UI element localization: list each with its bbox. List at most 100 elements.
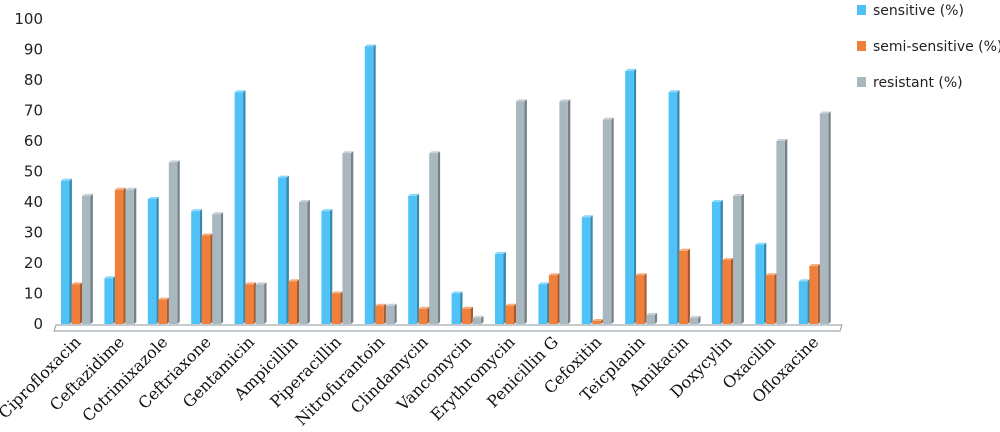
bar-top (71, 282, 83, 285)
chart-floor-base (53, 324, 843, 332)
bar-side (394, 303, 397, 324)
bar-side (166, 297, 170, 324)
bar-side (297, 279, 300, 324)
bar-front (418, 308, 428, 324)
bar (712, 200, 723, 324)
bar (82, 193, 93, 324)
y-tick-label: 20 (24, 254, 43, 272)
bar-top (342, 151, 354, 154)
bar-top (559, 99, 571, 102)
bar (462, 306, 473, 324)
bar-side (69, 178, 72, 324)
bar (548, 273, 560, 324)
bar-top (495, 251, 506, 254)
bar-top (255, 282, 267, 285)
bar-front (245, 284, 254, 324)
bar-top (668, 90, 680, 93)
bar-front (538, 284, 547, 324)
bar-front (451, 293, 461, 324)
bar-side (253, 282, 256, 324)
bar-top (191, 209, 203, 212)
bar-front (635, 275, 645, 324)
bar-front (646, 314, 655, 324)
bar-side (156, 196, 159, 324)
bar (364, 44, 376, 324)
bar-top (776, 139, 788, 141)
bar (104, 276, 116, 324)
bar-top (722, 257, 734, 260)
bar-side (112, 276, 116, 324)
bar-top (158, 297, 170, 300)
bar-side (731, 257, 734, 324)
bar-side (437, 151, 441, 324)
bar (278, 175, 289, 324)
bar (646, 312, 658, 324)
bar-top (689, 315, 701, 318)
bar-side (741, 193, 744, 324)
bar-front (288, 281, 297, 324)
bar-front (559, 101, 568, 324)
bar-top (472, 315, 484, 318)
bar (505, 303, 517, 324)
y-tick-label: 70 (24, 102, 43, 120)
bar (581, 215, 593, 324)
bar-top (385, 303, 397, 306)
bar-side (416, 193, 420, 324)
bar (776, 139, 788, 324)
bar-side (243, 90, 246, 324)
bar (819, 111, 831, 324)
bar-top (299, 200, 310, 202)
y-tick-label: 40 (24, 193, 43, 211)
chart-floor (53, 324, 843, 332)
bar-side (828, 111, 831, 324)
bar-side (90, 193, 93, 324)
legend-label: resistant (%) (873, 75, 963, 91)
bar-side (546, 282, 550, 324)
bar-side (524, 99, 527, 324)
bar-front (548, 275, 558, 324)
bar-top (798, 279, 810, 282)
bar (385, 303, 397, 324)
bar-side (427, 306, 430, 324)
x-axis-labels: CiprofloxacinCeftazidimeCotrimixazoleCef… (0, 332, 822, 429)
bar-side (698, 315, 701, 324)
y-tick-label: 30 (24, 224, 43, 242)
bar-top (819, 111, 831, 114)
bar-side (633, 68, 637, 324)
bar (733, 193, 744, 324)
bar (765, 273, 777, 324)
bar-top (462, 306, 473, 309)
y-tick-label: 80 (24, 71, 43, 89)
bar-side (807, 279, 810, 324)
bar-front (581, 217, 591, 324)
bar-top (505, 303, 517, 306)
bar-top (429, 151, 441, 154)
y-tick-label: 90 (24, 41, 43, 59)
bar (125, 187, 137, 324)
bar (255, 282, 267, 324)
bar-top (201, 233, 213, 236)
bar-side (481, 315, 484, 324)
bar-front (625, 70, 634, 324)
bar-side (687, 248, 690, 324)
bar (495, 251, 506, 324)
bar (331, 291, 343, 324)
legend-item: sensitive (%) (857, 3, 964, 19)
legend-label: sensitive (%) (873, 3, 964, 19)
bar-top (679, 248, 690, 251)
bar (679, 248, 690, 324)
bar-side (286, 175, 289, 324)
bar (147, 196, 159, 324)
bar (418, 306, 430, 324)
bar-side (514, 303, 517, 324)
bar (168, 160, 180, 324)
bar-top (451, 291, 463, 294)
bar-side (460, 291, 463, 324)
bar (809, 264, 821, 324)
bar (71, 282, 83, 324)
y-tick-label: 100 (14, 10, 43, 28)
bar-side (590, 215, 593, 324)
bar (321, 209, 333, 324)
bar-top (125, 187, 137, 190)
bar-front (364, 46, 374, 324)
